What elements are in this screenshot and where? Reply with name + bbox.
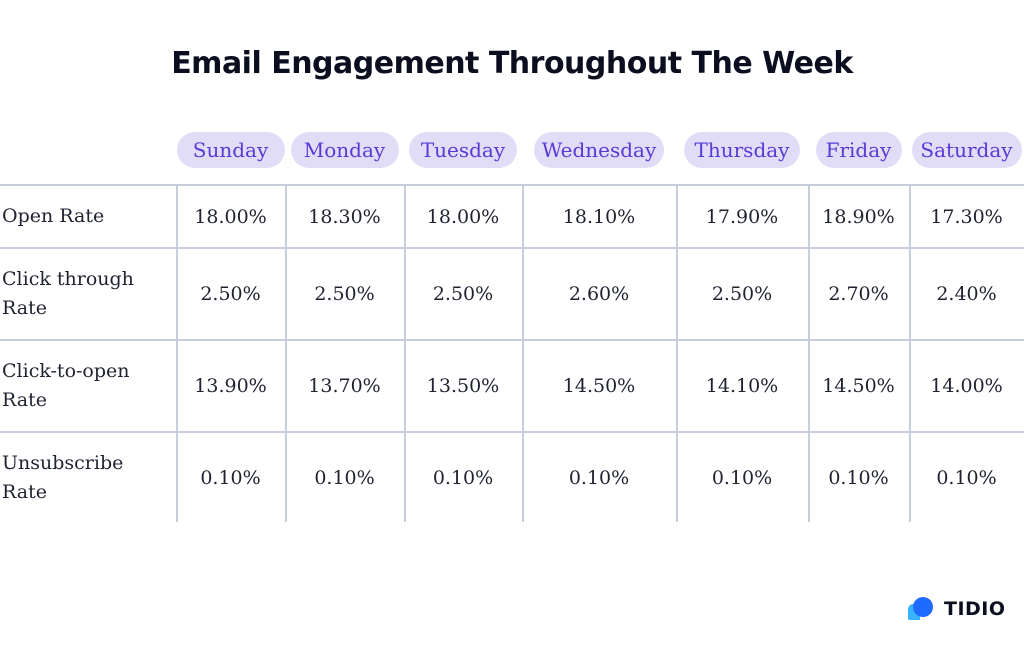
column-divider (676, 184, 678, 522)
table-cell: 17.30% (930, 205, 1003, 228)
chat-bubble-icon (908, 597, 933, 620)
row-divider (0, 247, 1024, 249)
table-cell: 2.50% (200, 283, 261, 305)
column-header-friday: Friday (815, 132, 902, 168)
column-header-sunday: Sunday (176, 132, 285, 168)
column-divider (522, 184, 524, 522)
table-cell: 17.90% (705, 205, 779, 228)
table-cell: 14.00% (930, 375, 1003, 397)
table-cell: 14.10% (705, 375, 779, 397)
row-label: Click-to-open Rate (2, 360, 130, 411)
table-cell: 0.10% (432, 466, 494, 489)
column-divider (176, 184, 178, 522)
table-cell: 13.90% (194, 375, 267, 397)
page-title: Email Engagement Throughout The Week (171, 46, 853, 81)
table-cell: 18.30% (308, 205, 381, 228)
table-cell: 2.50% (314, 283, 375, 305)
column-header-thursday: Thursday (684, 132, 800, 168)
row-label: Unsubscribe Rate (2, 451, 124, 503)
row-label: Click through Rate (2, 268, 134, 319)
table-cell: 0.10% (568, 466, 630, 489)
table-cell: 13.70% (308, 375, 381, 397)
table-cell: 2.70% (828, 283, 889, 305)
row-divider (0, 339, 1024, 341)
table-cell: 13.50% (426, 375, 500, 397)
column-divider (285, 184, 287, 522)
table-cell: 0.10% (828, 466, 889, 489)
table-cell: 14.50% (562, 375, 636, 397)
column-header-saturday: Saturday (911, 132, 1022, 168)
row-divider (0, 184, 1024, 186)
column-divider (808, 184, 810, 522)
table-cell: 2.40% (936, 283, 997, 305)
table-cell: 0.10% (200, 466, 261, 489)
column-divider (909, 184, 911, 522)
row-label: Open Rate (2, 205, 105, 227)
tidio-logo: TIDIO (906, 596, 1006, 622)
table-cell: 2.60% (568, 283, 630, 305)
column-divider (404, 184, 406, 522)
table-cell: 18.00% (194, 205, 267, 228)
table-cell: 14.50% (822, 375, 895, 397)
table-cell: 2.50% (711, 283, 773, 305)
column-header-monday: Monday (290, 132, 399, 168)
table-cell: 0.10% (711, 466, 773, 489)
row-divider (0, 431, 1024, 433)
table-cell: 18.00% (426, 205, 500, 228)
column-header-tuesday: Tuesday (409, 132, 517, 168)
table-cell: 2.50% (432, 283, 494, 305)
table-cell: 18.90% (822, 205, 895, 228)
table-cell: 0.10% (314, 466, 375, 489)
table-cell: 0.10% (936, 466, 997, 489)
column-header-wednesday: Wednesday (534, 132, 664, 168)
table-cell: 18.10% (562, 205, 636, 228)
logo-text: TIDIO (944, 598, 1006, 620)
